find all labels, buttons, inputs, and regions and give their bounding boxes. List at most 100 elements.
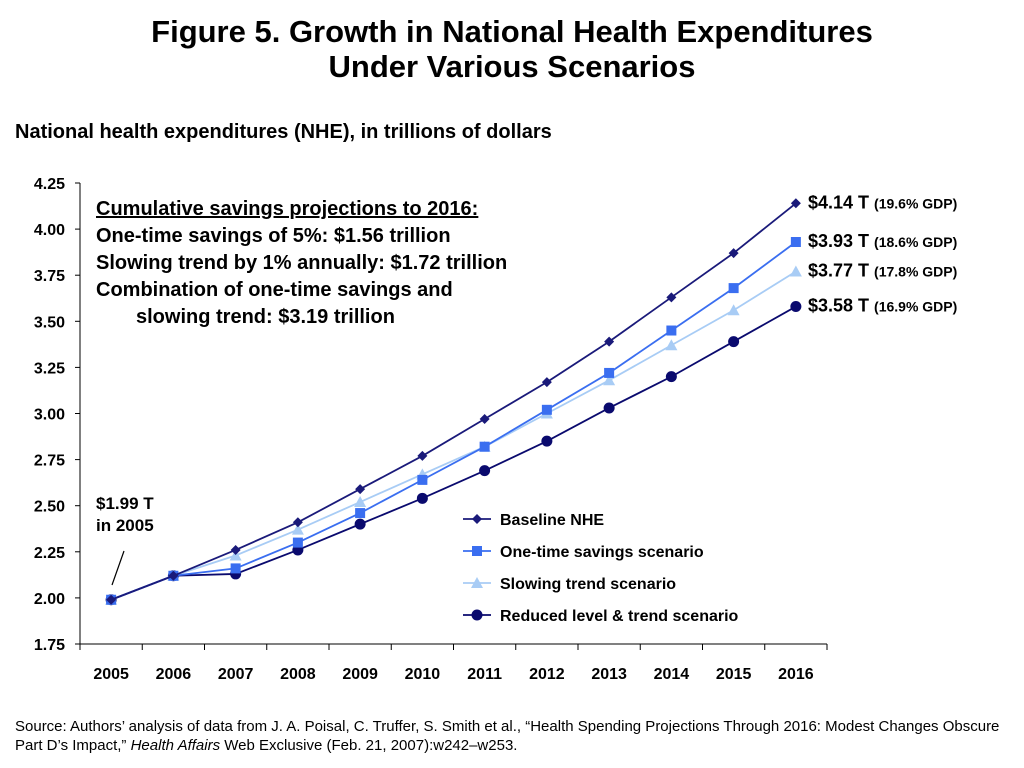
data-point bbox=[728, 283, 739, 294]
end-labels: $4.14 T (19.6% GDP) $3.93 T (18.6% GDP) $3.7… bbox=[808, 192, 957, 315]
data-point bbox=[541, 377, 552, 388]
y-tick-label: 2.00 bbox=[34, 591, 65, 608]
legend-label: One-time savings scenario bbox=[500, 544, 704, 561]
page-title: Figure 5. Growth in National Health Expe… bbox=[0, 14, 1024, 84]
savings-box: Cumulative savings projections to 2016: … bbox=[96, 196, 507, 331]
series-line bbox=[110, 270, 797, 601]
source-text-end: Web Exclusive (Feb. 21, 2007):w242–w253. bbox=[220, 737, 518, 754]
series-line bbox=[110, 241, 797, 601]
data-point bbox=[479, 414, 490, 425]
start-annotation: $1.99 T in 2005 bbox=[96, 493, 154, 537]
data-point bbox=[603, 402, 615, 414]
data-point bbox=[728, 248, 739, 259]
data-point bbox=[479, 441, 490, 452]
y-tick-label: 4.00 bbox=[34, 222, 65, 239]
data-point bbox=[168, 570, 179, 581]
x-tick-label: 2007 bbox=[218, 666, 254, 683]
end-label: $3.77 T (17.8% GDP) bbox=[808, 261, 957, 281]
start-annotation-value: $1.99 T bbox=[96, 494, 154, 513]
data-point bbox=[541, 404, 552, 415]
savings-line-3: Combination of one-time savings and bbox=[96, 279, 453, 301]
savings-header: Cumulative savings projections to 2016: bbox=[96, 198, 479, 220]
end-label: $3.93 T (18.6% GDP) bbox=[808, 231, 957, 251]
data-point bbox=[292, 517, 303, 528]
data-point bbox=[541, 435, 553, 447]
data-point bbox=[230, 544, 241, 555]
series-layer bbox=[105, 198, 802, 606]
x-tick-label: 2008 bbox=[280, 666, 316, 683]
savings-line-1: One-time savings of 5%: $1.56 trillion bbox=[96, 225, 451, 247]
source-note: Source: Authors’ analysis of data from J… bbox=[15, 717, 1005, 755]
source-journal: Health Affairs bbox=[130, 737, 221, 754]
legend-label: Slowing trend scenario bbox=[500, 576, 676, 593]
data-point bbox=[603, 374, 616, 386]
data-point bbox=[292, 537, 303, 548]
data-point bbox=[665, 339, 678, 351]
data-point bbox=[789, 265, 802, 277]
y-tick-label: 2.50 bbox=[34, 499, 65, 516]
legend-item: One-time savings scenario bbox=[463, 544, 704, 561]
data-point bbox=[727, 304, 740, 316]
x-tick-label: 2012 bbox=[529, 666, 565, 683]
series-square bbox=[106, 237, 801, 605]
legend-marker bbox=[471, 577, 483, 588]
data-point bbox=[355, 484, 366, 495]
x-tick-label: 2015 bbox=[716, 666, 752, 683]
annotation-pointer bbox=[111, 550, 125, 586]
legend-label: Reduced level & trend scenario bbox=[500, 608, 739, 625]
legend-item: Slowing trend scenario bbox=[463, 576, 676, 593]
series-diamond bbox=[106, 198, 801, 605]
data-point bbox=[666, 325, 677, 336]
legend-marker bbox=[471, 609, 483, 621]
x-tick-label: 2011 bbox=[467, 666, 502, 683]
savings-line-4: slowing trend: $3.19 trillion bbox=[136, 306, 395, 328]
x-tick-label: 2006 bbox=[156, 666, 192, 683]
end-label: $3.58 T (16.9% GDP) bbox=[808, 296, 957, 316]
start-annotation-year: in 2005 bbox=[96, 516, 154, 535]
legend-marker bbox=[472, 514, 482, 524]
x-tick-label: 2014 bbox=[654, 666, 690, 683]
end-label: $4.14 T (19.6% GDP) bbox=[808, 192, 957, 212]
data-point bbox=[416, 492, 428, 504]
legend-label: Baseline NHE bbox=[500, 512, 604, 529]
y-tick-label: 3.50 bbox=[34, 314, 65, 331]
data-point bbox=[106, 594, 117, 605]
x-tick-label: 2016 bbox=[778, 666, 814, 683]
y-tick-label: 2.75 bbox=[34, 453, 65, 470]
data-point bbox=[354, 518, 366, 530]
data-point bbox=[417, 450, 428, 461]
data-point bbox=[229, 549, 242, 561]
legend-item: Baseline NHE bbox=[463, 512, 604, 529]
savings-line-2: Slowing trend by 1% annually: $1.72 tril… bbox=[96, 252, 508, 274]
chart-legend: Baseline NHE One-time savings scenario Slo… bbox=[463, 512, 739, 625]
data-point bbox=[728, 336, 740, 348]
data-point bbox=[665, 371, 677, 383]
y-tick-label: 3.00 bbox=[34, 407, 65, 424]
legend-marker bbox=[472, 546, 482, 556]
data-point bbox=[604, 367, 615, 378]
data-point bbox=[355, 508, 366, 519]
x-tick-label: 2013 bbox=[591, 666, 627, 683]
series-line bbox=[110, 305, 797, 601]
data-point bbox=[790, 198, 801, 209]
y-tick-label: 3.75 bbox=[34, 268, 65, 285]
x-tick-label: 2005 bbox=[93, 666, 129, 683]
data-point bbox=[790, 301, 802, 313]
x-tick-label: 2010 bbox=[405, 666, 441, 683]
data-point bbox=[417, 474, 428, 485]
data-point bbox=[790, 237, 801, 248]
chart-subtitle: National health expenditures (NHE), in t… bbox=[15, 121, 552, 143]
data-point bbox=[479, 465, 491, 477]
data-point bbox=[230, 563, 241, 574]
y-tick-label: 1.75 bbox=[34, 637, 65, 654]
data-point bbox=[666, 292, 677, 303]
source-text: Source: Authors’ analysis of data from J… bbox=[15, 718, 1000, 754]
chart-axes: 1.75 2.00 2.25 2.50 2.75 3.00 3.25 3.50 3.75 4.00… bbox=[34, 176, 828, 683]
x-tick-label: 2009 bbox=[342, 666, 378, 683]
y-tick-label: 3.25 bbox=[34, 360, 65, 377]
title-line-1: Figure 5. Growth in National Health Expe… bbox=[151, 14, 873, 49]
data-point bbox=[291, 523, 304, 535]
legend-item: Reduced level & trend scenario bbox=[463, 608, 739, 625]
y-tick-label: 4.25 bbox=[34, 176, 65, 193]
